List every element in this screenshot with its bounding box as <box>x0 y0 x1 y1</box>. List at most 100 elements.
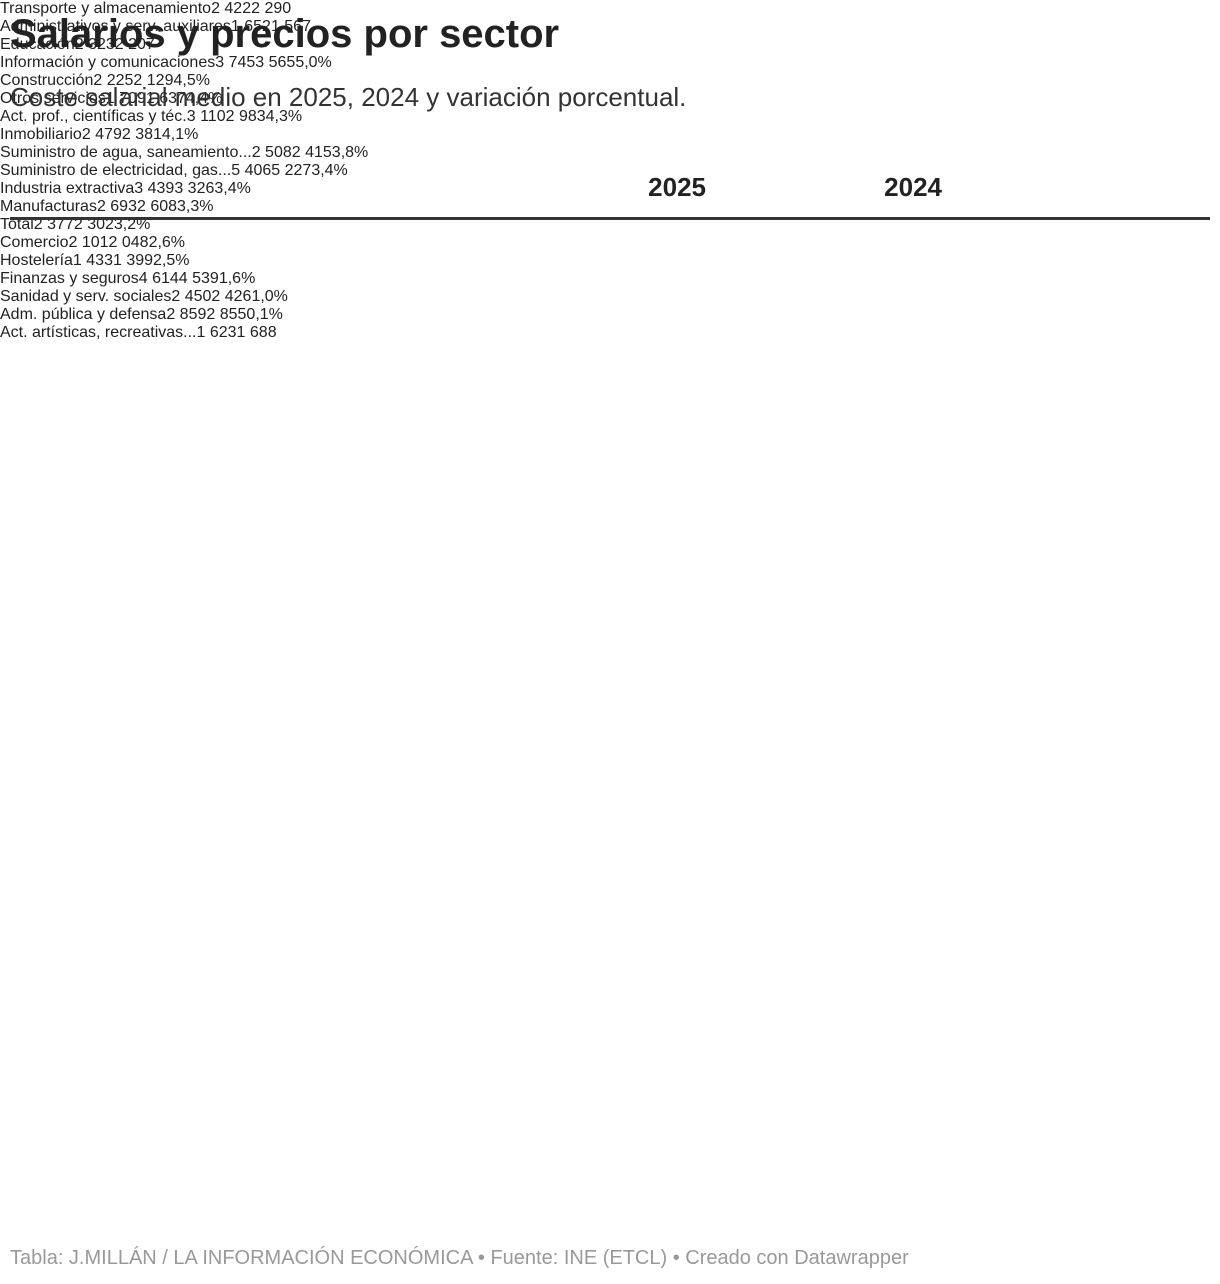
value-2025: 2 479 <box>81 126 122 143</box>
table-row: Inmobiliario2 4792 3814,1% <box>0 126 1220 144</box>
value-2025: 1 709 <box>105 90 146 107</box>
value-2025: 2 422 <box>211 0 252 17</box>
change-value: 5,2% <box>154 36 192 53</box>
value-2024: 2 983 <box>225 108 266 125</box>
sector-label: Otros servicios <box>0 90 106 107</box>
table-row: Suministro de agua, saneamiento...2 5082… <box>0 144 1220 162</box>
table-row: Transporte y almacenamiento2 4222 2905,8… <box>0 0 1220 18</box>
value-2024: 2 207 <box>114 36 155 53</box>
value-2024: 3 326 <box>174 180 215 197</box>
table-row: Suministro de electricidad, gas...5 4065… <box>0 162 1220 180</box>
value-2024: 1 637 <box>145 90 186 107</box>
change-value: 5,8% <box>291 0 328 17</box>
sector-label: Suministro de electricidad, gas... <box>0 162 232 179</box>
table-row: Sanidad y serv. sociales2 4502 4261,0% <box>0 288 1220 306</box>
change-value: 1,6% <box>218 270 256 287</box>
change-value: 4,5% <box>173 72 210 89</box>
change-value: 4,1% <box>161 126 199 143</box>
table-row: Educación2 3232 2075,2% <box>0 36 1220 54</box>
change-value: 3,4% <box>311 162 348 179</box>
change-value: 0,1% <box>246 306 283 323</box>
value-2025: 5 406 <box>231 162 272 179</box>
header-rule <box>10 217 1210 220</box>
sector-label: Información y comunicaciones <box>0 54 216 71</box>
value-2025: 3 439 <box>134 180 175 197</box>
change-value: 2,6% <box>148 234 186 251</box>
table-row: Comercio2 1012 0482,6% <box>0 234 1220 252</box>
sector-label: Industria extractiva <box>0 180 135 197</box>
table-row: Act. artísticas, recreativas...1 6231 68… <box>0 324 1220 342</box>
change-value: 4,3% <box>265 108 303 125</box>
value-2024: 2 415 <box>291 144 332 161</box>
value-2024: 2 290 <box>251 0 292 17</box>
change-value: 5,0% <box>295 54 332 71</box>
value-2025: 2 450 <box>171 288 212 305</box>
sector-label: Construcción <box>0 72 94 89</box>
sector-label: Adm. pública y defensa <box>0 306 167 323</box>
change-value: 3,2% <box>113 216 151 233</box>
table-row: Otros servicios1 7091 6374,4% <box>0 90 1220 108</box>
sector-label: Finanzas y seguros <box>0 270 139 287</box>
sector-label: Transporte y almacenamiento <box>0 0 212 17</box>
value-2024: 2 048 <box>108 234 149 251</box>
subtitle: Coste salarial medio en 2025, 2024 y var… <box>10 82 687 112</box>
table-row: Información y comunicaciones3 7453 5655,… <box>0 54 1220 72</box>
sector-label: Comercio <box>0 234 69 251</box>
change-value: 3,8% <box>331 144 369 161</box>
change-value: 3,3% <box>177 198 214 215</box>
value-2024: 2 426 <box>211 288 252 305</box>
change-value: 3,4% <box>214 180 251 197</box>
value-2025: 3 110 <box>186 108 226 125</box>
sector-label: Suministro de agua, saneamiento... <box>0 144 252 161</box>
value-2025: 1 623 <box>196 324 237 341</box>
value-2025: 2 323 <box>74 36 115 53</box>
value-2024: 5 227 <box>271 162 312 179</box>
value-2025: 1 652 <box>230 18 271 35</box>
table-row: Industria extractiva3 4393 3263,4% <box>0 180 1220 198</box>
table-row: Finanzas y seguros4 6144 5391,6% <box>0 270 1220 288</box>
table-row: Administrativos y serv. auxiliares1 6521… <box>0 18 1220 36</box>
value-2024: 1 399 <box>112 252 154 269</box>
value-2024: 1 567 <box>270 18 311 35</box>
value-2025: 3 745 <box>215 54 256 71</box>
column-header: 2024 <box>884 172 942 202</box>
footer: Tabla: J.MILLÁN / LA INFORMACIÓN ECONÓMI… <box>10 1247 909 1269</box>
value-2024: 4 539 <box>178 270 219 287</box>
sector-label: Manufacturas <box>0 198 97 215</box>
table-row: Total2 3772 3023,2% <box>0 216 1220 234</box>
sector-label: Inmobiliario <box>0 126 82 143</box>
value-2025: 2 377 <box>33 216 74 233</box>
sector-label: Total <box>0 216 34 233</box>
value-2025: 1 433 <box>72 252 113 269</box>
value-2024: 2 129 <box>133 72 174 89</box>
sector-label: Act. prof., científicas y téc. <box>0 108 187 125</box>
value-2025: 2 101 <box>68 234 109 251</box>
value-2025: 4 614 <box>138 270 179 287</box>
value-2024: 3 565 <box>255 54 296 71</box>
value-2025: 2 859 <box>166 306 207 323</box>
value-2024: 2 302 <box>73 216 114 233</box>
value-2024: 2 608 <box>136 198 178 215</box>
table-row: Act. prof., científicas y téc.3 1102 983… <box>0 108 1220 126</box>
sector-label: Administrativos y serv. auxiliares <box>0 18 231 35</box>
value-2024: 2 381 <box>121 126 162 143</box>
sector-label: Educación <box>0 36 75 53</box>
sector-label: Hostelería <box>0 252 73 269</box>
table-row: Manufacturas2 6932 6083,3% <box>0 198 1220 216</box>
value-2025: 2 693 <box>96 198 137 215</box>
sector-label: Sanidad y serv. sociales <box>0 288 172 305</box>
change-value: 2,5% <box>153 252 190 269</box>
change-value: 5,4% <box>310 18 348 35</box>
title: Salarios y precios por sector <box>10 12 560 56</box>
value-2024: 1 688 <box>236 324 277 341</box>
change-value: −3,9% <box>276 324 323 341</box>
table-row: Construcción2 2252 1294,5% <box>0 72 1220 90</box>
column-header: 2025 <box>648 172 706 202</box>
change-value: 4,4% <box>185 90 223 107</box>
sector-label: Act. artísticas, recreativas... <box>0 324 197 341</box>
value-2024: 2 855 <box>206 306 247 323</box>
value-2025: 2 225 <box>93 72 134 89</box>
change-value: 1,0% <box>251 288 288 305</box>
table-row: Adm. pública y defensa2 8592 8550,1% <box>0 306 1220 324</box>
